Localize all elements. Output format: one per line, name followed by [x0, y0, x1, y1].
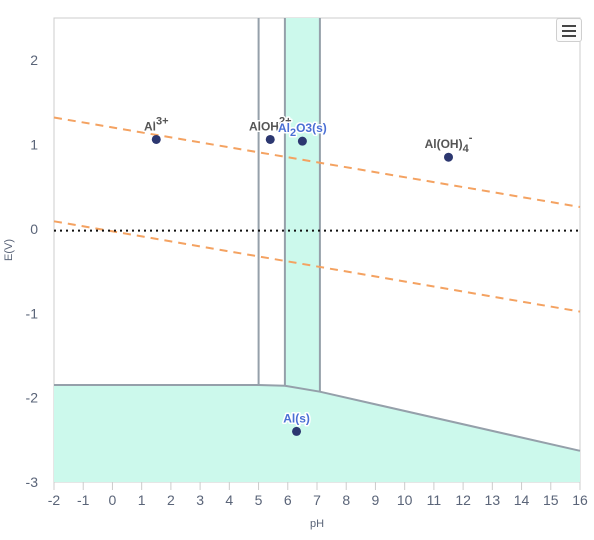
x-tick-label: 4: [225, 492, 233, 508]
species-label-al3: Al3+: [144, 115, 169, 133]
x-tick-label: 12: [455, 492, 471, 508]
y-axis-title: E(V): [3, 239, 15, 261]
phase-boundaries: [54, 18, 581, 452]
species-point-als: [292, 426, 302, 436]
y-tick-label: -1: [26, 305, 39, 321]
y-tick-label: -3: [26, 474, 39, 490]
shaded-regions: [54, 18, 580, 482]
x-tick-label: 16: [572, 492, 588, 508]
species-point-aloh2: [265, 134, 275, 144]
x-tick-label: 14: [514, 492, 530, 508]
species-points: [151, 134, 453, 436]
hamburger-menu-icon-bar: [562, 30, 576, 32]
y-axis-ticks: -3 -2 -1 0 1 2: [26, 52, 39, 490]
species-label-aloh2: AlOH2+: [249, 115, 292, 133]
x-axis-ticks: -2 -1 0 1 2 3 4 5 6 7 8 9 10 11 12 13 14 15 16: [48, 482, 588, 508]
y-tick-label: 2: [30, 52, 38, 68]
x-tick-label: 1: [138, 492, 146, 508]
species-point-al3: [151, 134, 161, 144]
x-tick-label: 10: [397, 492, 413, 508]
dashed-line-0: [53, 116, 581, 208]
x-tick-label: 15: [543, 492, 559, 508]
species-labels: Al3+ AlOH2+Al2O3(s) Al(OH)4- Al(s): [143, 114, 475, 427]
species-label-al2o3s: Al2O3(s): [278, 121, 327, 139]
species-label-aloh4: Al(OH)4-: [425, 132, 473, 155]
x-tick-label: 5: [255, 492, 263, 508]
x-tick-label: 0: [109, 492, 117, 508]
chart-menu-button[interactable]: [556, 18, 582, 42]
x-tick-label: 6: [284, 492, 292, 508]
y-tick-label: 1: [30, 137, 38, 153]
x-tick-label: -2: [48, 492, 61, 508]
region-al-metal: [54, 385, 580, 482]
x-tick-label: -1: [77, 492, 90, 508]
x-tick-label: 7: [313, 492, 321, 508]
species-label-als: Al(s): [283, 411, 310, 425]
x-tick-label: 3: [196, 492, 204, 508]
water-stability-lines: [53, 116, 581, 313]
region-al2o3: [284, 18, 320, 392]
x-axis-title: pH: [310, 518, 324, 530]
species-point-al2o3s: [297, 136, 307, 146]
x-tick-label: 2: [167, 492, 175, 508]
hamburger-menu-icon: [562, 25, 576, 27]
y-tick-label: -2: [26, 390, 39, 406]
boundary-line-1: [54, 384, 581, 452]
hamburger-menu-icon-bar: [562, 35, 576, 37]
x-tick-label: 13: [485, 492, 501, 508]
x-tick-label: 9: [372, 492, 380, 508]
dashed-line-1: [53, 220, 581, 313]
species-point-aloh4: [444, 152, 453, 162]
x-tick-label: 8: [342, 492, 350, 508]
y-tick-label: 0: [30, 221, 38, 237]
x-tick-label: 11: [427, 492, 442, 508]
